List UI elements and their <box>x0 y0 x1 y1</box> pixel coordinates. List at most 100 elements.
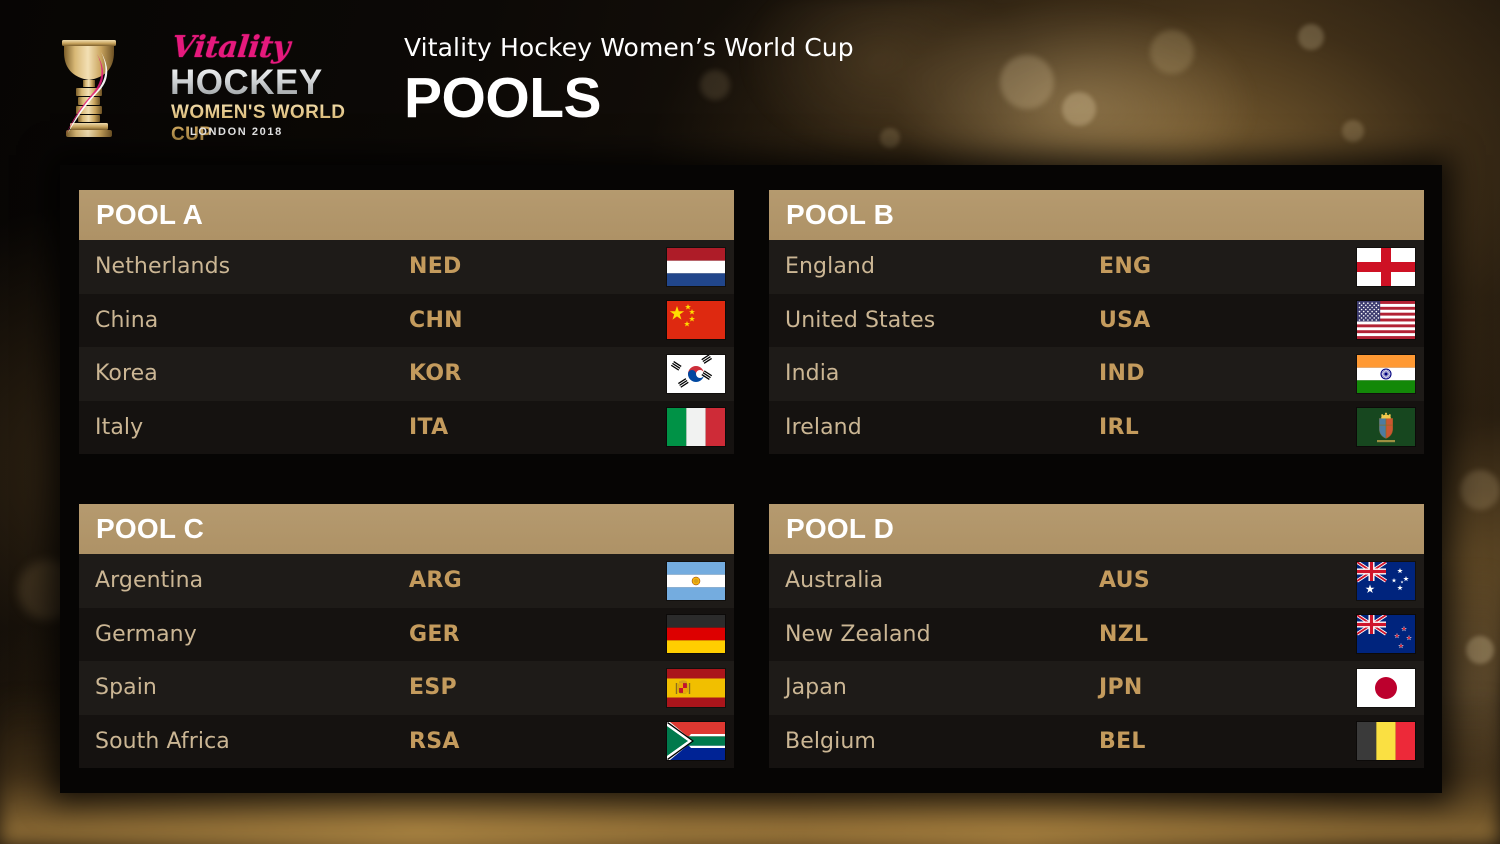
flag-jpn-icon <box>1357 668 1415 707</box>
table-row[interactable]: Italy ITA <box>79 400 734 454</box>
trophy-icon <box>56 34 122 138</box>
flag-cell <box>1348 301 1424 340</box>
country-abbr: BEL <box>1099 728 1146 754</box>
country-name: England <box>785 254 876 280</box>
flag-irl-icon <box>1357 408 1415 447</box>
vitality-logotype: Vitality <box>170 30 292 65</box>
flag-arg-icon <box>667 561 725 600</box>
flag-cell <box>1348 668 1424 707</box>
poster-header: Vitality HOCKEY WOMEN'S WORLD CUP LONDON… <box>0 0 1500 165</box>
hockey-logotype: HOCKEY <box>170 63 323 102</box>
pools-grid: POOL A Netherlands NED China CHN <box>79 190 1424 768</box>
page-title: POOLS <box>404 66 602 130</box>
flag-cell <box>1348 561 1424 600</box>
country-name: South Africa <box>95 728 230 754</box>
pool-c-rows: Argentina ARG Germany GER <box>79 554 734 768</box>
flag-cell <box>658 615 734 654</box>
flag-cell <box>1348 247 1424 286</box>
country-name: Belgium <box>785 728 876 754</box>
flag-cell <box>1348 615 1424 654</box>
wwc-logotype: WOMEN'S WORLD CUP <box>171 102 356 146</box>
flag-bel-icon <box>1357 722 1415 761</box>
table-row[interactable]: Argentina ARG <box>79 554 734 608</box>
pool-a-rows: Netherlands NED China CHN <box>79 240 734 454</box>
flag-nzl-icon <box>1357 615 1415 654</box>
flag-cell <box>658 722 734 761</box>
country-abbr: IRL <box>1099 414 1140 440</box>
pool-c-header: POOL C <box>79 504 734 554</box>
country-abbr: RSA <box>409 728 460 754</box>
pool-card-a: POOL A Netherlands NED China CHN <box>79 190 734 454</box>
flag-cell <box>1348 722 1424 761</box>
pool-d-header: POOL D <box>769 504 1424 554</box>
table-row[interactable]: Australia AUS <box>769 554 1424 608</box>
table-row[interactable]: Spain ESP <box>79 661 734 715</box>
pool-card-b: POOL B England ENG United States USA <box>769 190 1424 454</box>
table-row[interactable]: India IND <box>769 347 1424 401</box>
country-name: United States <box>785 307 936 333</box>
country-abbr: ARG <box>409 568 462 594</box>
country-abbr: NED <box>409 254 462 280</box>
pool-b-rows: England ENG United States USA <box>769 240 1424 454</box>
flag-ned-icon <box>667 247 725 286</box>
table-row[interactable]: England ENG <box>769 240 1424 294</box>
country-abbr: JPN <box>1099 675 1143 701</box>
flag-ita-icon <box>667 408 725 447</box>
pool-b-title: POOL B <box>786 199 895 230</box>
event-logo: Vitality HOCKEY WOMEN'S WORLD CUP LONDON… <box>56 30 356 145</box>
pool-a-header: POOL A <box>79 190 734 240</box>
table-row[interactable]: Netherlands NED <box>79 240 734 294</box>
country-name: Korea <box>95 361 158 387</box>
flag-cell <box>658 301 734 340</box>
table-row[interactable]: United States USA <box>769 293 1424 347</box>
flag-cell <box>1348 354 1424 393</box>
country-name: New Zealand <box>785 621 931 647</box>
pool-card-c: POOL C Argentina ARG <box>79 504 734 768</box>
country-abbr: NZL <box>1099 621 1149 647</box>
country-name: Spain <box>95 675 157 701</box>
london-2018-label: LONDON 2018 <box>190 126 283 138</box>
country-abbr: USA <box>1099 307 1151 333</box>
country-name: India <box>785 361 840 387</box>
flag-eng-icon <box>1357 247 1415 286</box>
table-row[interactable]: Germany GER <box>79 607 734 661</box>
country-abbr: IND <box>1099 361 1145 387</box>
pool-b-header: POOL B <box>769 190 1424 240</box>
country-abbr: ENG <box>1099 254 1152 280</box>
country-name: Japan <box>785 675 847 701</box>
pool-card-d: POOL D Australia AUS <box>769 504 1424 768</box>
flag-cell <box>1348 408 1424 447</box>
pool-a-title: POOL A <box>96 199 203 230</box>
flag-esp-icon <box>667 668 725 707</box>
country-abbr: CHN <box>409 307 463 333</box>
table-row[interactable]: Japan JPN <box>769 661 1424 715</box>
country-name: China <box>95 307 159 333</box>
country-name: Italy <box>95 414 144 440</box>
flag-cell <box>658 561 734 600</box>
table-row[interactable]: Korea KOR <box>79 347 734 401</box>
country-name: Argentina <box>95 568 204 594</box>
event-wordmark: Vitality HOCKEY WOMEN'S WORLD CUP LONDON… <box>124 30 356 145</box>
flag-ind-icon <box>1357 354 1415 393</box>
country-name: Germany <box>95 621 197 647</box>
table-row[interactable]: New Zealand NZL <box>769 607 1424 661</box>
pool-d-rows: Australia AUS <box>769 554 1424 768</box>
flag-cell <box>658 408 734 447</box>
bokeh-dot <box>1460 470 1500 510</box>
table-row[interactable]: China CHN <box>79 293 734 347</box>
table-row[interactable]: Ireland IRL <box>769 400 1424 454</box>
flag-cell <box>658 247 734 286</box>
country-abbr: ITA <box>409 414 449 440</box>
country-name: Australia <box>785 568 884 594</box>
bokeh-dot <box>1466 636 1494 664</box>
country-abbr: KOR <box>409 361 462 387</box>
page-title-block: Vitality Hockey Women’s World Cup POOLS <box>404 33 854 129</box>
flag-aus-icon <box>1357 561 1415 600</box>
flag-cell <box>658 354 734 393</box>
table-row[interactable]: South Africa RSA <box>79 714 734 768</box>
pool-d-title: POOL D <box>786 513 895 544</box>
page-subtitle: Vitality Hockey Women’s World Cup <box>404 33 854 62</box>
country-name: Ireland <box>785 414 862 440</box>
table-row[interactable]: Belgium BEL <box>769 714 1424 768</box>
